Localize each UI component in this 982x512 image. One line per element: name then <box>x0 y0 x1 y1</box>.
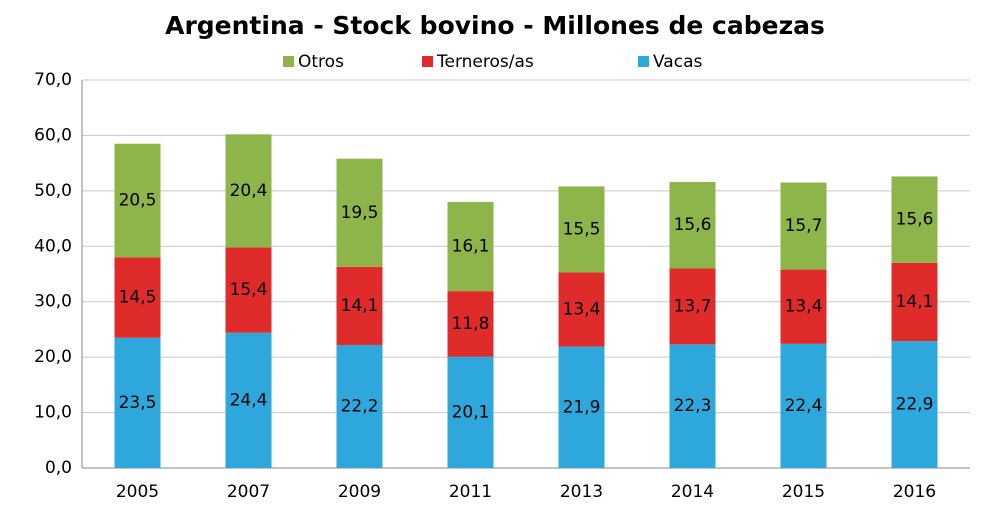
y-tick-label: 70,0 <box>34 70 72 90</box>
data-label: 15,7 <box>785 216 823 236</box>
data-label: 13,4 <box>563 299 601 319</box>
bar-segment <box>669 181 716 269</box>
y-tick-label: 40,0 <box>34 236 72 256</box>
bar-segment <box>225 134 272 248</box>
data-label: 15,6 <box>896 210 934 230</box>
bar-segment <box>669 344 716 468</box>
data-label: 15,6 <box>674 215 712 235</box>
bar-segment <box>891 341 938 468</box>
y-tick-label: 50,0 <box>34 181 72 201</box>
data-label: 19,5 <box>341 203 379 223</box>
bar-segment <box>558 186 605 273</box>
data-label: 14,5 <box>119 288 157 308</box>
x-tick-label: 2007 <box>227 482 270 502</box>
y-tick-label: 10,0 <box>34 403 72 423</box>
bar-segment <box>114 337 161 468</box>
x-tick-label: 2011 <box>449 482 492 502</box>
x-tick-label: 2013 <box>560 482 603 502</box>
y-tick-label: 0,0 <box>45 458 72 478</box>
bar-segment <box>225 332 272 468</box>
bar-segment <box>225 247 272 333</box>
data-label: 23,5 <box>119 393 157 413</box>
data-label: 22,9 <box>896 395 934 415</box>
bar-segment <box>114 143 161 258</box>
y-tick-label: 20,0 <box>34 347 72 367</box>
bar-segment <box>891 262 938 342</box>
x-tick-label: 2014 <box>671 482 714 502</box>
data-label: 22,3 <box>674 396 712 416</box>
data-label: 22,4 <box>785 396 823 416</box>
bar-segment <box>780 343 827 468</box>
data-label: 20,5 <box>119 191 157 211</box>
bar-segment <box>336 344 383 468</box>
y-tick-label: 60,0 <box>34 125 72 145</box>
legend-label: Vacas <box>653 52 702 72</box>
bar-segment <box>891 176 938 263</box>
chart-title: Argentina - Stock bovino - Millones de c… <box>165 11 825 40</box>
y-tick-label: 30,0 <box>34 292 72 312</box>
x-tick-label: 2005 <box>116 482 159 502</box>
bar-segment <box>114 257 161 338</box>
bar-segment <box>780 269 827 344</box>
data-label: 15,5 <box>563 219 601 239</box>
legend-label: Terneros/as <box>436 52 534 72</box>
data-label: 13,7 <box>674 296 712 316</box>
legend-label: Otros <box>298 52 344 72</box>
data-label: 14,1 <box>896 292 934 312</box>
data-label: 24,4 <box>230 390 268 410</box>
data-label: 15,4 <box>230 280 268 300</box>
data-label: 20,1 <box>452 402 490 422</box>
bar-segment <box>336 158 383 267</box>
legend-swatch <box>638 56 649 67</box>
bar-segment <box>447 356 494 468</box>
bar-segment <box>558 272 605 347</box>
data-label: 11,8 <box>452 314 490 334</box>
data-label: 14,1 <box>341 296 379 316</box>
x-tick-label: 2015 <box>782 482 825 502</box>
data-label: 20,4 <box>230 181 268 201</box>
legend-swatch <box>283 56 294 67</box>
bar-segment <box>780 182 827 270</box>
data-label: 13,4 <box>785 297 823 317</box>
legend-swatch <box>422 56 433 67</box>
data-label: 16,1 <box>452 237 490 257</box>
bar-segment <box>447 291 494 357</box>
data-label: 22,2 <box>341 396 379 416</box>
data-label: 21,9 <box>563 397 601 417</box>
bar-segment <box>336 266 383 345</box>
bar-segment <box>669 268 716 345</box>
bar-segment <box>558 346 605 468</box>
bar-segment <box>447 201 494 292</box>
x-tick-label: 2016 <box>893 482 936 502</box>
x-tick-label: 2009 <box>338 482 381 502</box>
